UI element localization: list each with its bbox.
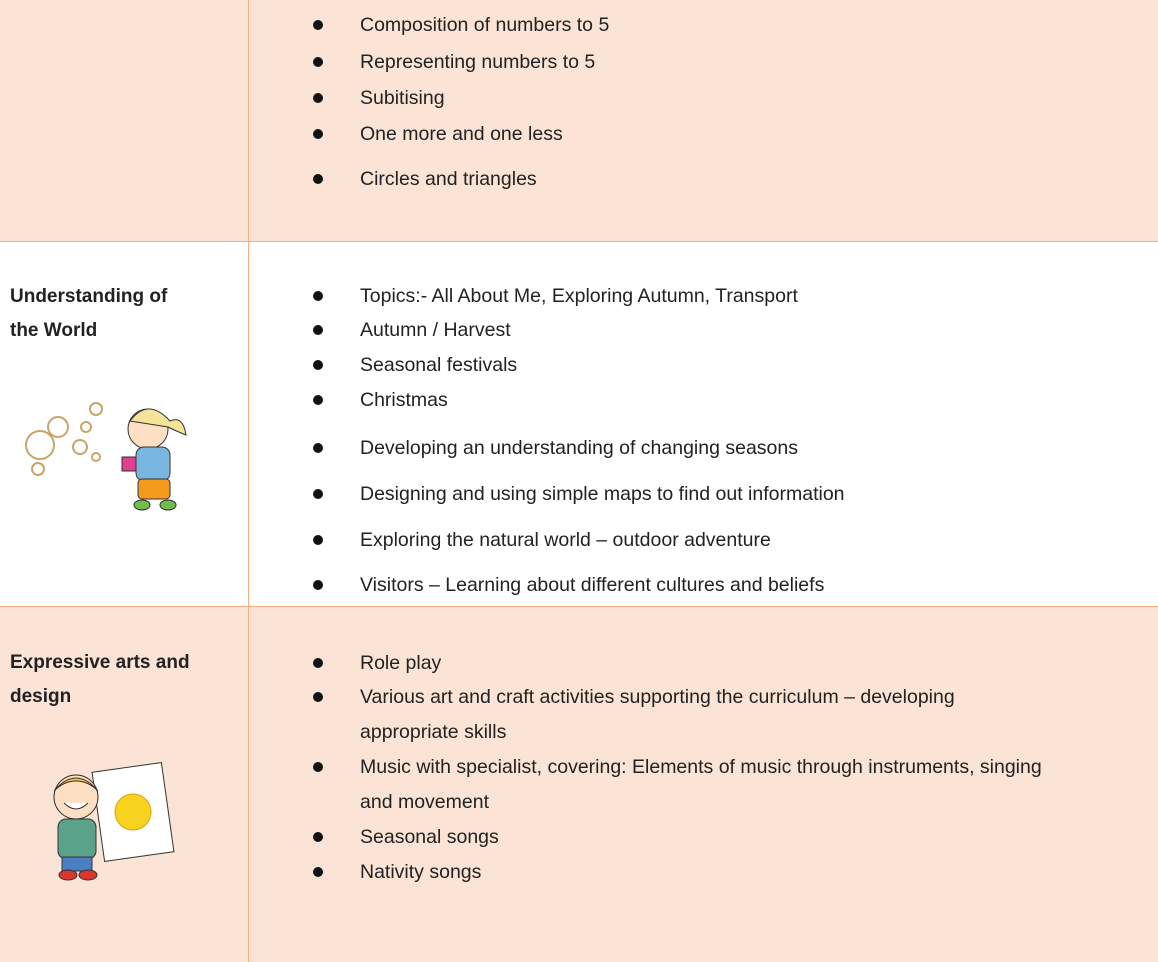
bullet xyxy=(313,291,323,301)
list-item: Music with specialist, covering: Element… xyxy=(360,755,1042,813)
list-item: Seasonal songs xyxy=(360,825,499,848)
bullet xyxy=(313,20,323,30)
row xyxy=(0,242,1158,607)
list-item: Designing and using simple maps to find … xyxy=(360,482,845,505)
bullet xyxy=(313,360,323,370)
list-item: Role play xyxy=(360,651,442,674)
bullet xyxy=(313,174,323,184)
list-item: Circles and triangles xyxy=(360,167,537,190)
list-item: Christmas xyxy=(360,388,448,411)
list-item: Composition of numbers to 5 xyxy=(360,13,610,36)
divider xyxy=(248,242,249,606)
list-item: Topics:- All About Me, Exploring Autumn,… xyxy=(360,284,798,307)
bullet xyxy=(313,832,323,842)
list-item: Visitors – Learning about different cult… xyxy=(360,573,825,596)
bullet xyxy=(313,867,323,877)
row xyxy=(0,607,1158,962)
bullet xyxy=(313,658,323,668)
bullet xyxy=(313,580,323,590)
bubble-girl-illustration xyxy=(25,402,187,511)
bullet xyxy=(313,395,323,405)
list-item: Autumn / Harvest xyxy=(360,318,511,341)
list-item: Subitising xyxy=(360,86,445,109)
row-heading: Understanding of the World xyxy=(10,286,168,341)
bullet xyxy=(313,57,323,67)
divider xyxy=(248,0,249,241)
bullet xyxy=(313,93,323,103)
list-item: Various art and craft activities support… xyxy=(360,685,955,743)
row xyxy=(0,0,1158,242)
list-item: Representing numbers to 5 xyxy=(360,50,596,73)
bullet xyxy=(313,129,323,139)
bullet xyxy=(313,535,323,545)
list-item: Seasonal festivals xyxy=(360,353,518,376)
bullet xyxy=(313,692,323,702)
painting-girl-illustration xyxy=(53,762,175,881)
list-item: Developing an understanding of changing … xyxy=(360,436,798,459)
bullet xyxy=(313,762,323,772)
bullet xyxy=(313,489,323,499)
bullet xyxy=(313,325,323,335)
bullet xyxy=(313,443,323,453)
row-heading: Expressive arts and design xyxy=(10,652,190,707)
divider xyxy=(248,607,249,962)
list-item: Exploring the natural world – outdoor ad… xyxy=(360,528,771,551)
list-item: Nativity songs xyxy=(360,860,482,883)
list-item: One more and one less xyxy=(360,122,563,145)
